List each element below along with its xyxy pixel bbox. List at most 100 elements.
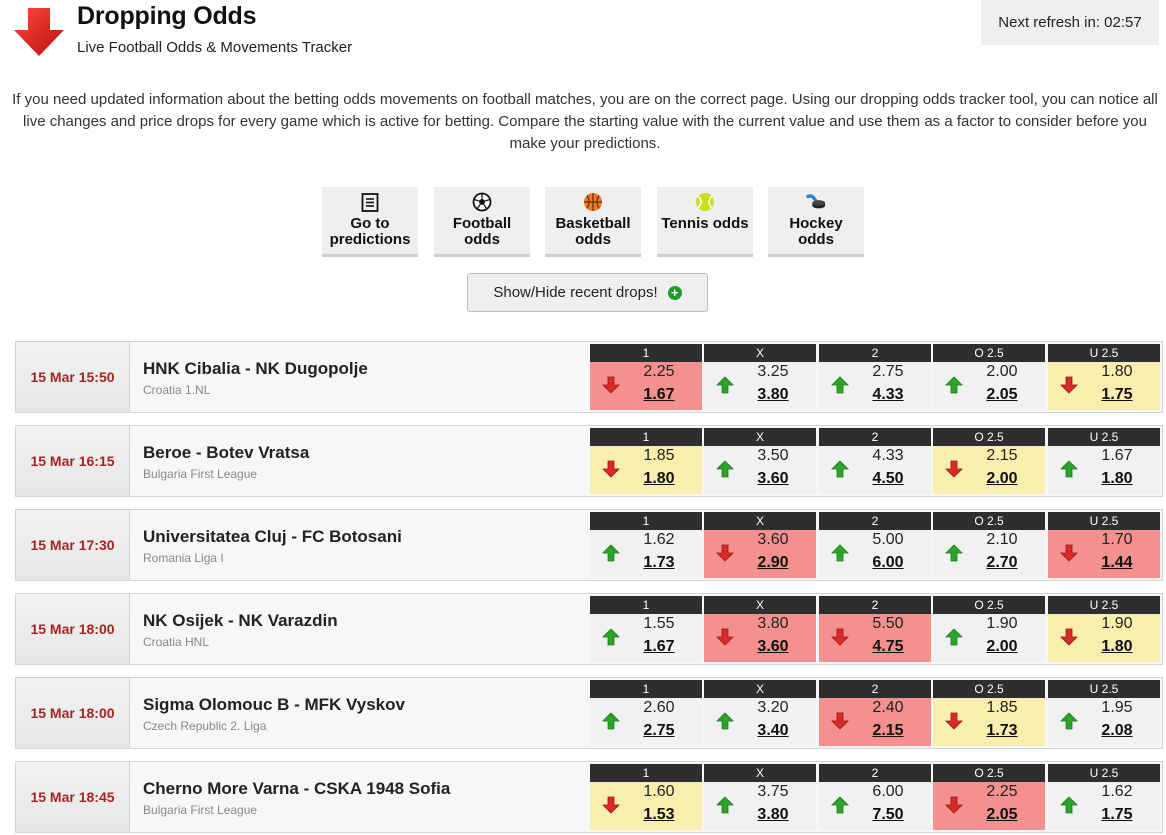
current-odds[interactable]: 1.75 (1101, 386, 1133, 403)
odds-box[interactable]: 1.62 1.75 (1048, 782, 1160, 830)
odds-box[interactable]: 1.95 2.08 (1048, 698, 1160, 746)
current-odds[interactable]: 6.00 (872, 554, 904, 571)
current-odds[interactable]: 1.73 (643, 554, 675, 571)
odds-box[interactable]: 1.85 1.73 (933, 698, 1045, 746)
match-name[interactable]: Sigma Olomouc B - MFK Vyskov (143, 695, 405, 714)
down-arrow-logo-icon (14, 8, 64, 56)
match-row[interactable]: 15 Mar 18:45 Cherno More Varna - CSKA 194… (15, 761, 1163, 833)
odds-box[interactable]: 3.60 2.90 (704, 530, 816, 578)
arrow-up-icon (945, 544, 963, 562)
odds-box[interactable]: 3.75 3.80 (704, 782, 816, 830)
current-odds[interactable]: 1.80 (1101, 638, 1133, 655)
match-league: Bulgaria First League (143, 467, 258, 481)
current-odds[interactable]: 4.50 (872, 470, 904, 487)
odds-cell: O 2.5 2.25 2.05 (933, 764, 1045, 830)
odds-box[interactable]: 2.15 2.00 (933, 446, 1045, 494)
match-name[interactable]: Universitatea Cluj - FC Botosani (143, 527, 402, 546)
match-row[interactable]: 15 Mar 17:30 Universitatea Cluj - FC Boto… (15, 509, 1163, 581)
odds-box[interactable]: 2.75 4.33 (819, 362, 931, 410)
nav-football-button[interactable]: Football odds (434, 187, 530, 257)
odds-box[interactable]: 1.60 1.53 (590, 782, 702, 830)
odds-box[interactable]: 3.50 3.60 (704, 446, 816, 494)
odds-box[interactable]: 1.85 1.80 (590, 446, 702, 494)
current-odds[interactable]: 2.75 (643, 722, 675, 739)
odds-box[interactable]: 1.55 1.67 (590, 614, 702, 662)
opening-odds: 2.75 (872, 363, 904, 380)
nav-predictions-button[interactable]: Go to predictions (322, 187, 418, 257)
match-time: 15 Mar 16:15 (16, 426, 130, 496)
opening-odds: 1.55 (643, 615, 675, 632)
odds-group: 1 1.85 1.80 X 3.50 3.60 2 4.33 4.50 O 2.5 2.15 2.00… (590, 428, 1162, 494)
nav-basketball-button[interactable]: Basketball odds (545, 187, 641, 257)
odds-box[interactable]: 1.70 1.44 (1048, 530, 1160, 578)
odds-box[interactable]: 1.62 1.73 (590, 530, 702, 578)
odds-cell: 2 2.75 4.33 (819, 344, 931, 410)
match-league: Croatia HNL (143, 635, 210, 649)
current-odds[interactable]: 1.80 (643, 470, 675, 487)
odds-box[interactable]: 2.25 1.67 (590, 362, 702, 410)
current-odds[interactable]: 2.08 (1101, 722, 1133, 739)
match-league: Bulgaria First League (143, 803, 258, 817)
odds-box[interactable]: 1.67 1.80 (1048, 446, 1160, 494)
current-odds[interactable]: 1.75 (1101, 806, 1133, 823)
current-odds[interactable]: 1.67 (643, 386, 675, 403)
current-odds[interactable]: 2.05 (986, 386, 1018, 403)
opening-odds: 3.75 (757, 783, 789, 800)
odds-box[interactable]: 5.50 4.75 (819, 614, 931, 662)
odds-box[interactable]: 4.33 4.50 (819, 446, 931, 494)
current-odds[interactable]: 1.80 (1101, 470, 1133, 487)
current-odds[interactable]: 7.50 (872, 806, 904, 823)
nav-hockey-button[interactable]: Hockey odds (768, 187, 864, 257)
current-odds[interactable]: 1.44 (1101, 554, 1133, 571)
match-row[interactable]: 15 Mar 18:00 Sigma Olomouc B - MFK Vyskov… (15, 677, 1163, 749)
odds-box[interactable]: 3.20 3.40 (704, 698, 816, 746)
arrow-up-icon (945, 628, 963, 646)
nav-label: Football odds (452, 215, 512, 248)
current-odds[interactable]: 3.60 (757, 638, 789, 655)
opening-odds: 6.00 (872, 783, 904, 800)
current-odds[interactable]: 3.80 (757, 386, 789, 403)
odds-box[interactable]: 1.80 1.75 (1048, 362, 1160, 410)
odds-cell: X 3.20 3.40 (704, 680, 816, 746)
odds-cell: 1 1.60 1.53 (590, 764, 702, 830)
odds-box[interactable]: 1.90 1.80 (1048, 614, 1160, 662)
odds-cell: 2 2.40 2.15 (819, 680, 931, 746)
arrow-up-icon (716, 376, 734, 394)
odds-box[interactable]: 3.80 3.60 (704, 614, 816, 662)
opening-odds: 3.20 (757, 699, 789, 716)
match-row[interactable]: 15 Mar 16:15 Beroe - Botev Vratsa Bulgaria… (15, 425, 1163, 497)
market-header: 2 (819, 680, 931, 698)
current-odds[interactable]: 2.00 (986, 470, 1018, 487)
match-name[interactable]: NK Osijek - NK Varazdin (143, 611, 338, 630)
current-odds[interactable]: 2.00 (986, 638, 1018, 655)
current-odds[interactable]: 3.40 (757, 722, 789, 739)
market-header: 2 (819, 764, 931, 782)
odds-box[interactable]: 1.90 2.00 (933, 614, 1045, 662)
show-hide-drops-button[interactable]: Show/Hide recent drops! + (467, 273, 708, 312)
match-row[interactable]: 15 Mar 18:00 NK Osijek - NK Varazdin Croat… (15, 593, 1163, 665)
current-odds[interactable]: 4.75 (872, 638, 904, 655)
odds-box[interactable]: 6.00 7.50 (819, 782, 931, 830)
nav-tennis-button[interactable]: Tennis odds (657, 187, 753, 257)
current-odds[interactable]: 2.90 (757, 554, 789, 571)
current-odds[interactable]: 3.80 (757, 806, 789, 823)
odds-box[interactable]: 2.10 2.70 (933, 530, 1045, 578)
odds-box[interactable]: 2.40 2.15 (819, 698, 931, 746)
current-odds[interactable]: 1.67 (643, 638, 675, 655)
odds-box[interactable]: 2.60 2.75 (590, 698, 702, 746)
current-odds[interactable]: 1.53 (643, 806, 675, 823)
odds-box[interactable]: 2.00 2.05 (933, 362, 1045, 410)
odds-box[interactable]: 5.00 6.00 (819, 530, 931, 578)
match-name[interactable]: Beroe - Botev Vratsa (143, 443, 310, 462)
current-odds[interactable]: 3.60 (757, 470, 789, 487)
match-name[interactable]: HNK Cibalia - NK Dugopolje (143, 359, 368, 378)
current-odds[interactable]: 2.05 (986, 806, 1018, 823)
current-odds[interactable]: 4.33 (872, 386, 904, 403)
odds-box[interactable]: 3.25 3.80 (704, 362, 816, 410)
current-odds[interactable]: 1.73 (986, 722, 1018, 739)
current-odds[interactable]: 2.70 (986, 554, 1018, 571)
odds-box[interactable]: 2.25 2.05 (933, 782, 1045, 830)
match-row[interactable]: 15 Mar 15:50 HNK Cibalia - NK Dugopolje Cr… (15, 341, 1163, 413)
match-name[interactable]: Cherno More Varna - CSKA 1948 Sofia (143, 779, 451, 798)
current-odds[interactable]: 2.15 (872, 722, 904, 739)
